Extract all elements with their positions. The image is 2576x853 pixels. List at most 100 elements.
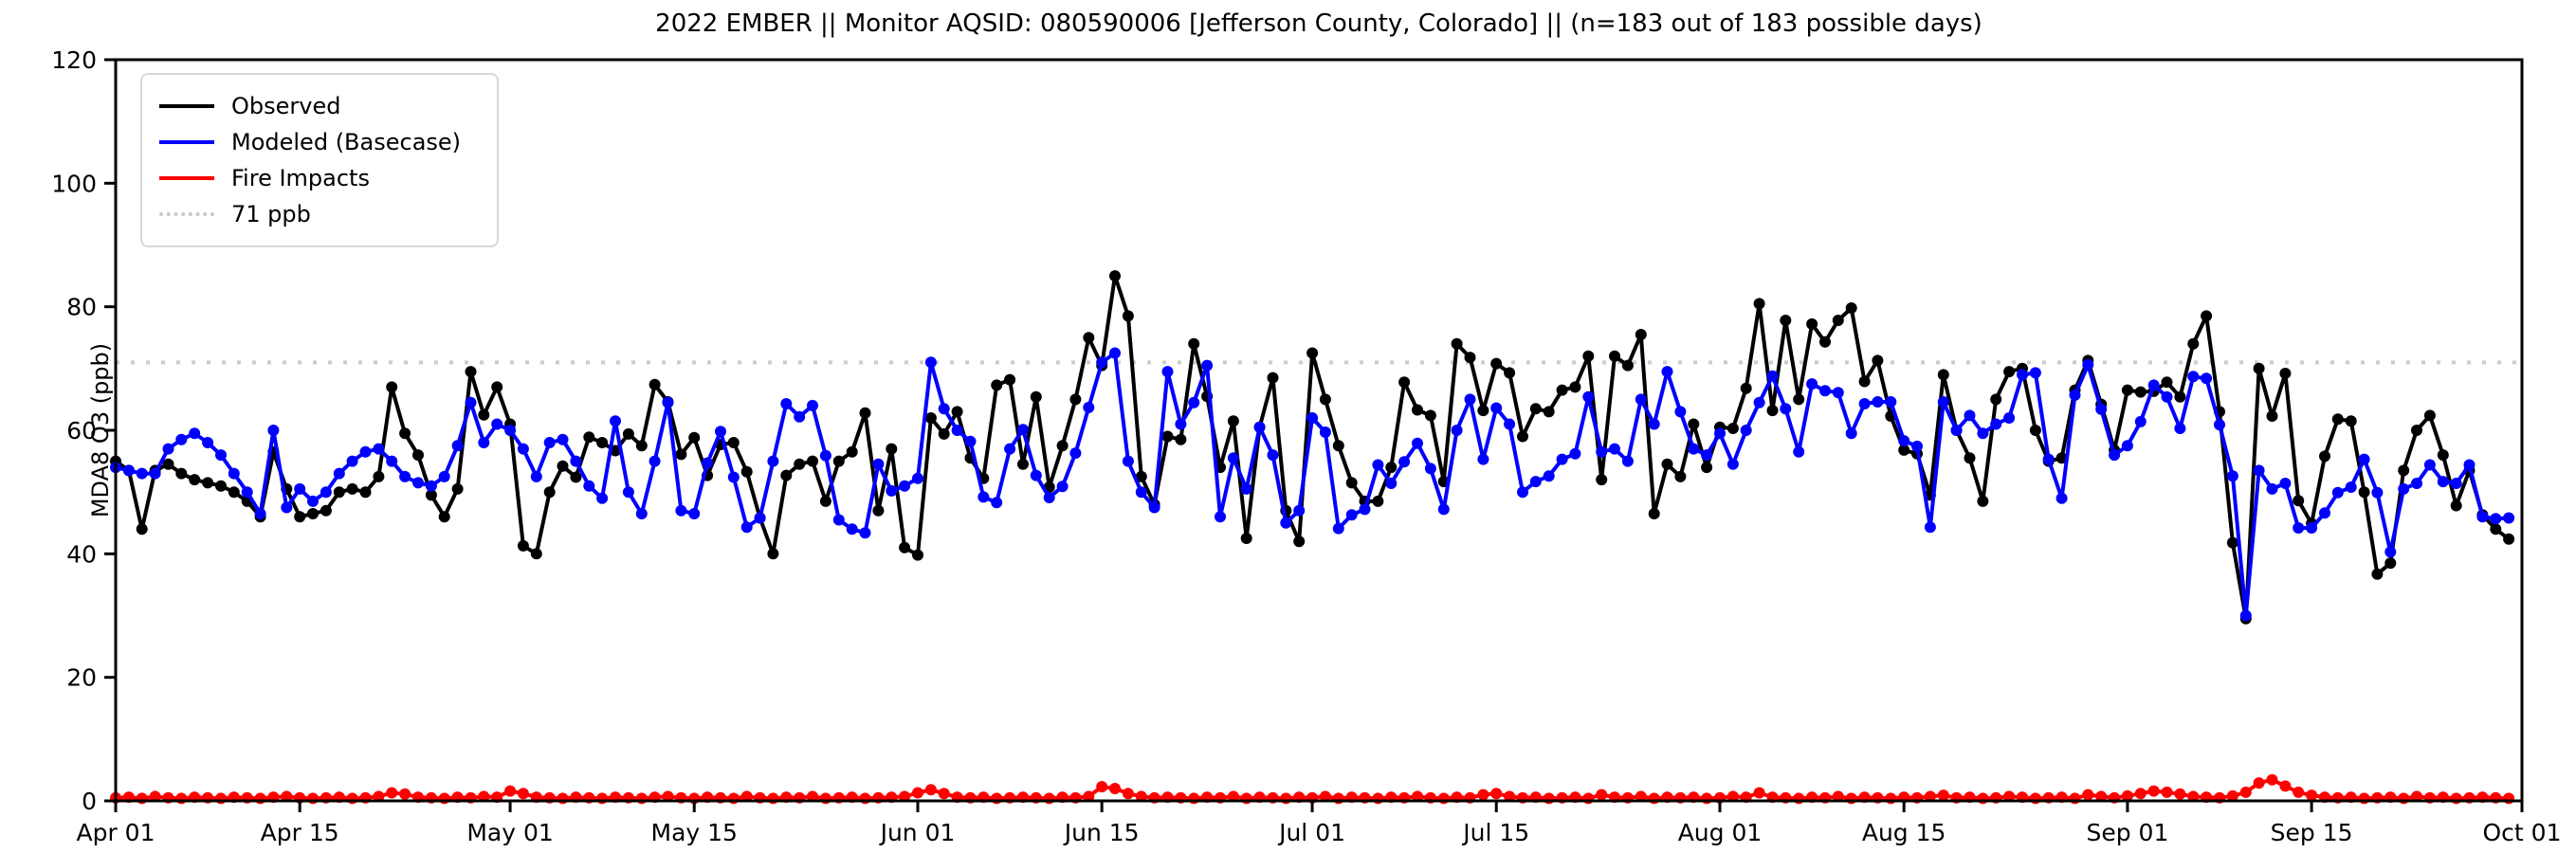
data-point [1490,357,1503,370]
data-point [1188,337,1200,350]
data-point [1188,792,1200,805]
data-point [2358,453,2370,465]
data-point [1372,792,1384,805]
data-point [2187,337,2200,350]
data-point [425,489,437,501]
data-point [1674,406,1687,418]
data-point [2003,412,2016,424]
data-point [1175,418,1187,430]
y-tick-label: 20 [66,664,97,692]
data-point [702,457,714,469]
data-point [1793,393,1805,406]
legend-label: Observed [231,93,341,119]
data-point [832,514,845,526]
data-point [412,477,424,489]
data-point [1122,310,1134,322]
x-tick-label: Sep 15 [2271,819,2353,846]
data-point [1990,418,2002,430]
data-point [2055,452,2068,464]
data-point [1806,318,1818,330]
data-point [438,470,450,482]
x-tick-label: Jul 01 [1277,819,1345,846]
fire-line-icon [159,176,214,180]
data-point [2266,482,2278,495]
data-point [2293,495,2305,507]
data-point [2490,523,2502,535]
data-point [1964,452,1976,464]
data-point [320,486,332,499]
data-point [1464,393,1476,406]
data-point [2411,425,2422,436]
data-point [1332,440,1344,452]
data-point [1306,412,1319,424]
data-point [872,458,885,470]
data-point [1083,401,1095,413]
data-point [1832,790,1844,803]
data-point [373,790,385,803]
data-point [136,523,148,535]
data-point [557,460,569,472]
y-tick-label: 40 [66,540,97,568]
data-point [1227,415,1239,427]
data-point [583,431,595,444]
data-point [2398,482,2410,495]
data-point [2423,409,2436,422]
data-point [478,408,490,421]
data-point [228,486,240,499]
data-point [2147,379,2160,391]
data-point [530,548,542,560]
data-point [294,482,306,495]
legend-label: Modeled (Basecase) [231,129,462,155]
data-point [740,465,753,478]
data-point [1701,449,1713,462]
data-point [478,790,490,803]
data-point [596,792,609,805]
data-point [2319,450,2330,463]
data-point [1227,452,1239,464]
data-point [1635,393,1647,406]
data-point [2003,790,2016,803]
y-tick-label: 80 [66,294,97,321]
data-point [951,406,963,418]
data-point [386,381,398,393]
data-point [1648,418,1660,430]
data-point [2423,459,2436,471]
legend-item-threshold: 71 ppb [159,196,480,232]
data-point [924,412,937,424]
data-point [465,366,477,378]
data-point [2069,389,2081,401]
data-point [1083,790,1095,803]
data-point [622,486,634,499]
data-point [2174,423,2186,434]
data-point [1635,790,1647,803]
data-point [2503,512,2515,524]
data-point [688,431,701,444]
data-point [373,470,385,482]
data-point [2503,792,2515,805]
data-point [149,467,161,480]
data-point [1398,456,1411,468]
data-point [1043,492,1055,503]
data-point [1332,792,1344,805]
data-point [504,785,517,797]
data-point [1069,393,1082,406]
data-point [1885,792,1897,805]
data-point [1924,521,1936,534]
data-point [1412,404,1423,416]
data-point [1596,789,1608,801]
data-point [622,427,634,440]
data-point [346,482,358,495]
data-point [1385,478,1398,489]
data-point [2029,367,2041,379]
data-point [491,381,503,393]
data-point [1924,790,1936,803]
data-point [1056,440,1069,452]
data-point [175,467,188,480]
data-point [2398,792,2410,805]
data-point [1964,409,1976,422]
data-point [1161,430,1174,443]
data-point [451,482,464,495]
data-point [1726,458,1739,470]
data-point [1477,789,1489,801]
data-point [1832,315,1844,326]
